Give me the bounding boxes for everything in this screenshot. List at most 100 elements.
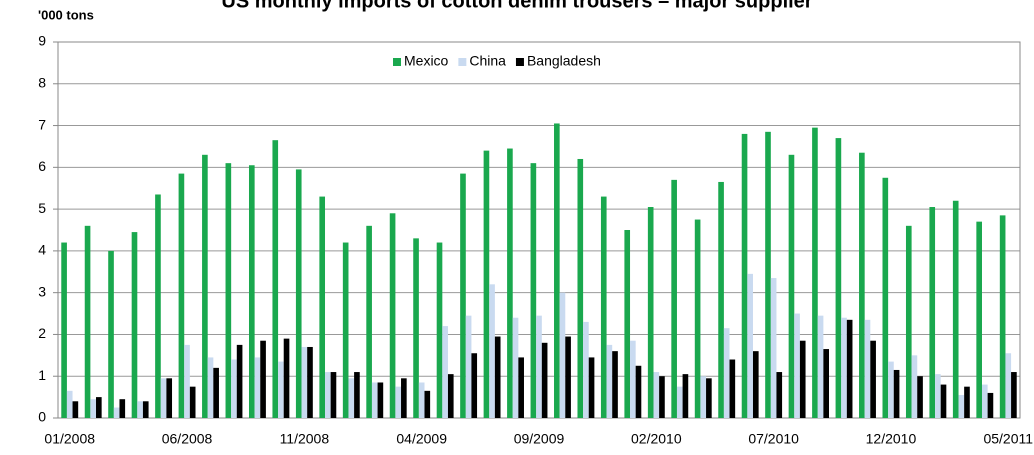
bar [61, 242, 67, 418]
bar [377, 382, 384, 418]
bar [260, 340, 266, 418]
y-tick-label: 7 [38, 116, 46, 132]
legend-label: China [469, 53, 506, 69]
x-tick-label: 04/2009 [396, 431, 447, 447]
bar [155, 194, 161, 418]
bar [559, 292, 566, 418]
bar [1005, 353, 1012, 418]
bar [366, 225, 372, 418]
bar [799, 340, 806, 418]
bar [940, 384, 947, 418]
bar [752, 351, 759, 418]
bar [747, 273, 753, 418]
bar [483, 150, 490, 418]
bar [859, 152, 865, 418]
bar [96, 397, 102, 418]
bar [160, 378, 167, 418]
bar [635, 365, 642, 418]
bar [987, 392, 994, 418]
bar [84, 225, 91, 418]
bar [659, 376, 665, 418]
bar [90, 399, 97, 418]
bar [108, 250, 114, 418]
x-tick-label: 01/2008 [44, 431, 95, 447]
bar [283, 338, 290, 418]
bar [142, 401, 149, 418]
bar [72, 401, 79, 418]
bar [554, 123, 560, 418]
bar [225, 163, 232, 418]
bar [870, 340, 876, 418]
y-tick-label: 4 [38, 242, 46, 258]
bar [512, 317, 519, 418]
bar [682, 374, 689, 418]
bar [231, 359, 237, 418]
bar [776, 372, 783, 418]
bar [647, 207, 654, 418]
bar [812, 127, 818, 419]
bar [905, 225, 912, 418]
bar [189, 386, 196, 418]
bar [507, 148, 513, 419]
bar [588, 357, 595, 418]
bar [436, 242, 443, 418]
bar [606, 344, 613, 418]
bar [893, 369, 900, 418]
y-tick-label: 3 [38, 283, 46, 299]
legend-label: Bangladesh [527, 53, 601, 69]
x-tick-label: 02/2010 [631, 431, 682, 447]
y-tick-label: 6 [38, 158, 46, 174]
bar [958, 395, 965, 418]
bar [330, 372, 337, 418]
bar [494, 336, 501, 418]
bar [671, 179, 677, 418]
bar [66, 390, 73, 418]
bar [202, 154, 208, 419]
bar [295, 169, 302, 418]
y-tick-label: 9 [38, 33, 46, 49]
bar [301, 346, 308, 418]
x-tick-label: 06/2008 [162, 431, 213, 447]
bar [841, 317, 847, 418]
bar [119, 399, 126, 418]
chart-title: US monthly imports of cotton denim trous… [221, 0, 812, 12]
bar [929, 207, 936, 418]
bar [935, 374, 941, 418]
bar [565, 336, 571, 418]
bar [770, 278, 777, 418]
x-tick-label: 05/2011 [983, 431, 1033, 447]
bar [348, 378, 355, 418]
legend-label: Mexico [404, 53, 449, 69]
y-tick-label: 5 [38, 200, 46, 216]
bar [354, 372, 360, 418]
y-tick-label: 2 [38, 325, 46, 341]
bar [723, 328, 730, 418]
bar [413, 238, 419, 418]
bar [741, 133, 748, 418]
bar [460, 173, 466, 418]
bar [583, 321, 589, 418]
y-tick-label: 1 [38, 367, 46, 383]
bar [706, 378, 712, 418]
bar [131, 232, 138, 418]
bar [418, 382, 425, 418]
bar [236, 344, 243, 418]
bar [729, 359, 736, 418]
legend-swatch [393, 58, 401, 66]
bar [307, 346, 313, 418]
bar [882, 177, 889, 418]
bar [395, 386, 402, 418]
legend-swatch [515, 58, 524, 66]
bar [718, 181, 724, 418]
bar [401, 378, 407, 418]
bar [442, 326, 448, 418]
bar [342, 242, 349, 418]
bar [999, 215, 1006, 418]
y-tick-label: 8 [38, 74, 46, 90]
bar [653, 372, 660, 418]
x-tick-label: 09/2009 [514, 431, 565, 447]
bar [911, 355, 918, 418]
bar [371, 382, 378, 418]
bar [184, 344, 190, 418]
bar [1011, 372, 1017, 418]
